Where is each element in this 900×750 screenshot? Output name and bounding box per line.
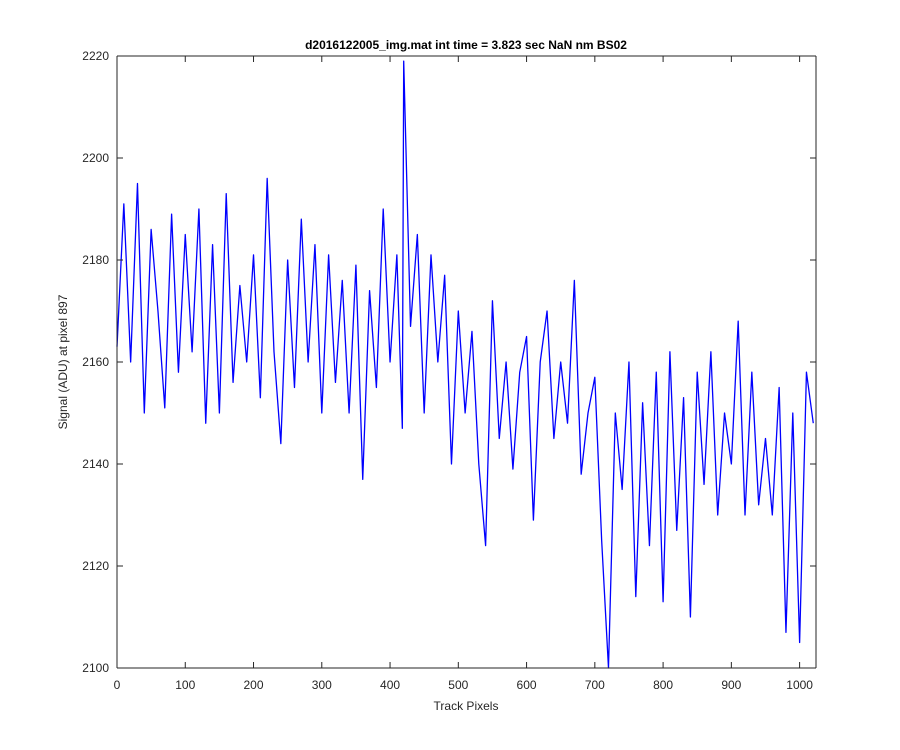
x-tick-label: 200 — [244, 678, 264, 692]
x-tick-label: 100 — [175, 678, 195, 692]
x-tick-label: 300 — [312, 678, 332, 692]
x-tick-label: 1000 — [786, 678, 813, 692]
x-tick-label: 500 — [448, 678, 468, 692]
x-ticks: 0 100 200 300 400 500 600 700 800 900 1000 — [114, 56, 813, 692]
y-tick-label: 2120 — [82, 559, 109, 573]
x-tick-label: 800 — [653, 678, 673, 692]
x-tick-label: 900 — [721, 678, 741, 692]
x-axis-label: Track Pixels — [434, 699, 499, 713]
y-ticks: 2100 2120 2140 2160 2180 2200 2220 — [82, 49, 816, 675]
y-tick-label: 2220 — [82, 49, 109, 63]
y-tick-label: 2140 — [82, 457, 109, 471]
y-tick-label: 2180 — [82, 253, 109, 267]
y-axis-label: Signal (ADU) at pixel 897 — [56, 294, 70, 429]
y-tick-label: 2100 — [82, 661, 109, 675]
series-group — [116, 60, 814, 669]
x-tick-label: 600 — [517, 678, 537, 692]
y-tick-label: 2160 — [82, 355, 109, 369]
x-tick-label: 400 — [380, 678, 400, 692]
x-tick-label: 0 — [114, 678, 121, 692]
series-line-0 — [116, 60, 814, 669]
chart-title: d2016122005_img.mat int time = 3.823 sec… — [305, 38, 627, 52]
y-tick-label: 2200 — [82, 151, 109, 165]
x-tick-label: 700 — [585, 678, 605, 692]
